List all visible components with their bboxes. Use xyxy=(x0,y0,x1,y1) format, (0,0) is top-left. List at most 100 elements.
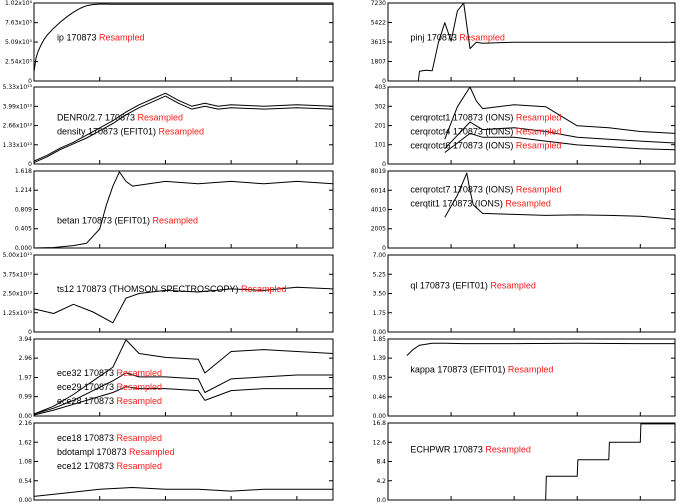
trace-label: cerqtit1 170873 (IONS) Resampled xyxy=(410,199,551,209)
y-tick-label: 5.09x10⁵ xyxy=(5,39,33,46)
trace-label: cerqrotct6 170873 (IONS) Resampled xyxy=(410,140,561,150)
trace-name: ece32 170873 xyxy=(57,368,117,378)
panel-ece18: 0.000.541.081.622.1601000200030004000ece… xyxy=(19,420,334,504)
y-tick-label: 7.00 xyxy=(373,252,387,259)
trace-line xyxy=(388,423,675,501)
resampled-tag: Resampled xyxy=(138,112,184,122)
trace-name: ECHPWR 170873 xyxy=(410,444,485,454)
y-tick-label: 0.00 xyxy=(373,329,387,336)
y-tick-label: 5422 xyxy=(371,20,386,27)
plot-frame xyxy=(33,422,334,501)
y-tick-label: 1807 xyxy=(371,59,386,66)
trace-line xyxy=(444,86,676,140)
y-tick-label: 1.39 xyxy=(373,355,387,362)
y-tick-label: 2.96 xyxy=(19,355,33,362)
trace-label: density 170873 (EFIT01) Resampled xyxy=(57,126,204,136)
trace-label: ece12 170873 Resampled xyxy=(57,461,162,471)
y-tick-label: 1.97 xyxy=(19,375,33,382)
panel-pinj: 0 1807 3615 5422 7230 pinj 170873 Resampled xyxy=(371,0,676,85)
plot-frame xyxy=(33,170,334,249)
y-tick-label: 0.93 xyxy=(373,374,387,381)
trace-line xyxy=(33,339,334,415)
panel-cerqrotct: 0 101 201 302 403 cerqrotct1 170873 (IONS) Re… xyxy=(375,84,676,168)
y-tick-label: 403 xyxy=(375,84,387,91)
plot-frame xyxy=(387,170,676,249)
trace-label: bdotampl 170873 Resampled xyxy=(57,447,175,457)
trace-name: cerqrotct6 170873 (IONS) xyxy=(410,140,516,150)
y-tick-label: 2.50x10¹³ xyxy=(3,291,33,298)
resampled-tag: Resampled xyxy=(129,447,175,457)
y-tick-label: 0.99 xyxy=(19,394,33,401)
y-tick-label: 3615 xyxy=(371,39,386,46)
trace-label: betan 170873 (EFIT01) Resampled xyxy=(57,216,198,226)
trace-name: ql 170873 (EFIT01) xyxy=(410,280,490,290)
panel-ip: 0 2.54x10⁵ 5.09x10⁵ 7.63x10⁵ 1.02x10⁶ ip 1708… xyxy=(5,0,334,85)
trace-name: kappa 170873 (EFIT01) xyxy=(410,364,508,374)
trace-label: cerqrotct1 170873 (IONS) Resampled xyxy=(410,112,561,122)
y-tick-label: 4010 xyxy=(371,206,386,213)
y-tick-label: 5.33x10¹³ xyxy=(3,84,33,91)
y-tick-label: 0.405 xyxy=(15,226,32,233)
trace-label: cerqrotct7 170873 (IONS) Resampled xyxy=(410,185,561,195)
panel-echpwr: 0.04.28.412.616.801000200030004000ECHPWR… xyxy=(373,420,676,504)
y-tick-label: 1.85 xyxy=(373,336,387,343)
y-tick-label: 2.54x10⁵ xyxy=(5,59,33,66)
y-tick-label: 3.50 xyxy=(373,291,387,298)
trace-label: pinj 170873 Resampled xyxy=(410,32,505,42)
y-tick-label: 1.62 xyxy=(19,439,33,446)
y-tick-label: 7.63x10⁵ xyxy=(5,20,33,27)
y-tick-label: 0 xyxy=(382,161,386,168)
resampled-tag: Resampled xyxy=(241,284,287,294)
resampled-tag: Resampled xyxy=(117,368,163,378)
plot-frame xyxy=(387,254,676,333)
trace-line xyxy=(444,132,676,153)
panel-ql: 0.00 1.75 3.50 5.25 7.00 ql 170873 (EFIT01) R… xyxy=(373,252,676,336)
trace-line xyxy=(33,286,334,324)
y-tick-label: 302 xyxy=(375,103,387,110)
resampled-tag: Resampled xyxy=(117,433,163,443)
trace-line xyxy=(33,92,334,162)
trace-name: DENR0/2.7 170873 xyxy=(57,112,138,122)
y-tick-label: 1.25x10¹³ xyxy=(3,310,33,317)
y-tick-label: 2.66x10¹³ xyxy=(3,123,33,130)
y-tick-label: 4.2 xyxy=(376,478,386,485)
plot-frame xyxy=(387,422,676,501)
trace-name: ts12 170873 (THOMSON SPECTROSCOPY) xyxy=(57,284,241,294)
resampled-tag: Resampled xyxy=(159,126,205,136)
trace-name: bdotampl 170873 xyxy=(57,447,129,457)
trace-line xyxy=(33,3,333,72)
trace-line xyxy=(406,342,675,356)
resampled-tag: Resampled xyxy=(516,126,562,136)
trace-label: ece28 170873 Resampled xyxy=(57,396,162,406)
trace-line xyxy=(444,172,676,220)
y-tick-label: 5.25 xyxy=(373,271,387,278)
resampled-tag: Resampled xyxy=(490,280,536,290)
y-tick-label: 2005 xyxy=(371,226,386,233)
trace-line xyxy=(33,171,334,249)
resampled-tag: Resampled xyxy=(117,396,163,406)
y-tick-label: 8019 xyxy=(371,168,386,175)
resampled-tag: Resampled xyxy=(117,382,163,392)
panel-ts12: 0 1.25x10¹³ 2.50x10¹³ 3.75x10¹³ 5.00x10¹³ ts1… xyxy=(3,252,334,336)
trace-label: ql 170873 (EFIT01) Resampled xyxy=(410,280,536,290)
resampled-tag: Resampled xyxy=(516,185,562,195)
resampled-tag: Resampled xyxy=(153,216,199,226)
trace-label: ts12 170873 (THOMSON SPECTROSCOPY) Resam… xyxy=(57,284,287,294)
y-tick-label: 0.00 xyxy=(19,497,33,504)
trace-label: ece29 170873 Resampled xyxy=(57,382,162,392)
resampled-tag: Resampled xyxy=(485,444,531,454)
resampled-tag: Resampled xyxy=(516,140,562,150)
y-tick-label: 12.6 xyxy=(373,439,387,446)
trace-label: cerqrotct4 170873 (IONS) Resampled xyxy=(410,126,561,136)
trace-line xyxy=(444,121,676,150)
y-tick-label: 0.54 xyxy=(19,478,33,485)
plot-frame xyxy=(33,2,334,82)
panel-ece: 0.00 0.99 1.97 2.96 3.94 ece32 170873 Resampl… xyxy=(19,336,334,420)
trace-label: ip 170873 Resampled xyxy=(57,32,145,42)
trace-label: ECHPWR 170873 Resampled xyxy=(410,444,531,454)
y-tick-label: 1.214 xyxy=(15,187,32,194)
trace-name: cerqrotct1 170873 (IONS) xyxy=(410,112,516,122)
y-tick-label: 2.16 xyxy=(19,420,33,427)
resampled-tag: Resampled xyxy=(99,32,145,42)
y-tick-label: 1.08 xyxy=(19,459,33,466)
